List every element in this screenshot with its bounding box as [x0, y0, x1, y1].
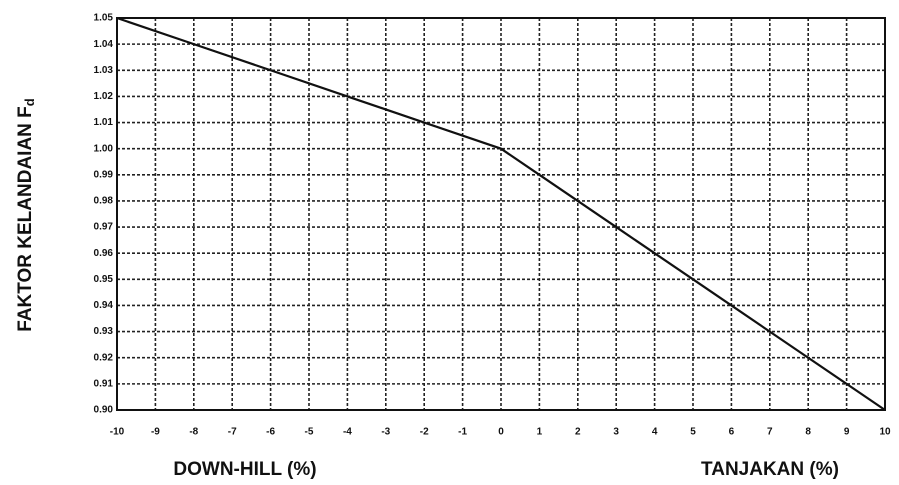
- y-tick-label: 1.04: [94, 39, 114, 50]
- x-tick-label: 5: [690, 427, 696, 438]
- x-tick-label: -9: [151, 427, 160, 438]
- y-tick-label: 1.01: [94, 117, 114, 128]
- x-tick-label: 1: [537, 427, 543, 438]
- y-tick-label: 0.91: [94, 379, 114, 390]
- x-tick-label: 8: [805, 427, 811, 438]
- y-axis-label-main: FAKTOR KELANDAIAN F: [15, 106, 36, 332]
- y-tick-label: 0.94: [94, 300, 114, 311]
- x-tick-label: 10: [879, 427, 891, 438]
- page: DOWN-HILL (%) TANJAKAN (%) FAKTOR KELAND…: [0, 0, 899, 485]
- x-axis-label-right: TANJAKAN (%): [701, 459, 839, 480]
- y-tick-label: 0.99: [94, 169, 114, 180]
- x-tick-label: 9: [844, 427, 850, 438]
- y-tick-label: 0.98: [94, 196, 114, 207]
- x-tick-label: -2: [420, 427, 429, 438]
- x-tick-label: -10: [110, 427, 125, 438]
- x-tick-label: -4: [343, 427, 352, 438]
- y-tick-label: 0.97: [94, 222, 114, 233]
- x-tick-label: -1: [458, 427, 467, 438]
- x-tick-label: -6: [266, 427, 275, 438]
- y-axis-label-sub: d: [22, 98, 37, 106]
- y-tick-label: 0.95: [94, 274, 114, 285]
- y-tick-label: 0.90: [94, 405, 114, 416]
- x-tick-label: 0: [498, 427, 504, 438]
- y-axis-label: FAKTOR KELANDAIAN Fd: [15, 98, 37, 332]
- x-tick-label: 2: [575, 427, 581, 438]
- y-tick-label: 0.93: [94, 326, 114, 337]
- x-tick-label: -7: [228, 427, 237, 438]
- background: [0, 0, 899, 485]
- x-tick-label: 7: [767, 427, 773, 438]
- y-tick-label: 0.92: [94, 352, 114, 363]
- x-tick-label: -3: [381, 427, 390, 438]
- y-tick-label: 1.05: [94, 13, 114, 24]
- y-tick-label: 0.96: [94, 248, 114, 259]
- x-tick-label: 6: [729, 427, 735, 438]
- x-axis-label-left: DOWN-HILL (%): [173, 459, 316, 480]
- y-tick-label: 1.00: [94, 143, 114, 154]
- x-tick-label: 4: [652, 427, 658, 438]
- x-tick-label: 3: [613, 427, 619, 438]
- x-tick-label: -8: [189, 427, 198, 438]
- y-tick-label: 1.02: [94, 91, 114, 102]
- chart: DOWN-HILL (%) TANJAKAN (%) FAKTOR KELAND…: [0, 0, 899, 485]
- x-tick-label: -5: [305, 427, 314, 438]
- y-tick-label: 1.03: [94, 65, 114, 76]
